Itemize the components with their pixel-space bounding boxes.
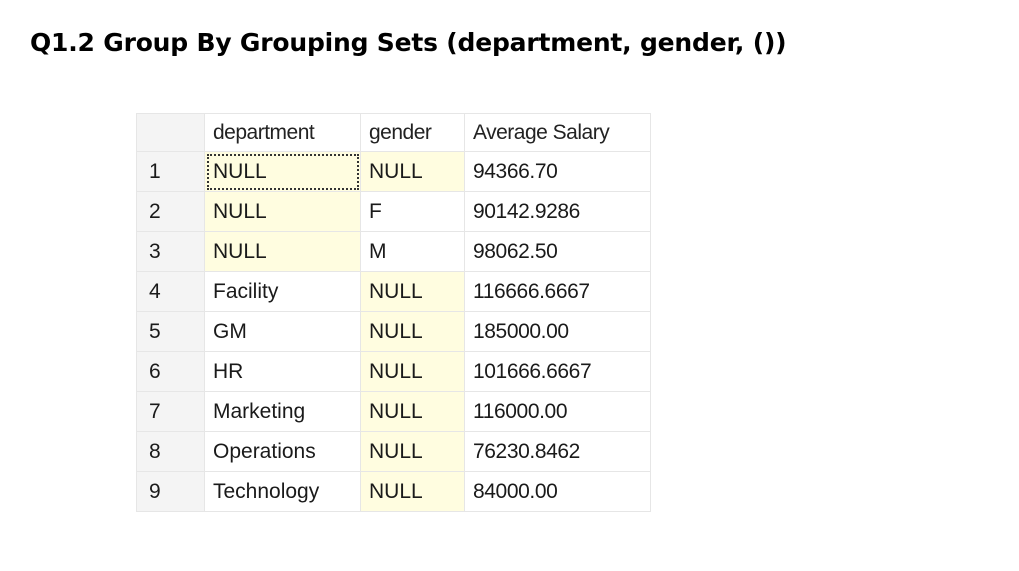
department-cell[interactable]: NULL: [204, 231, 361, 272]
gender-cell[interactable]: NULL: [360, 151, 465, 192]
department-cell[interactable]: NULL: [204, 151, 361, 192]
column-header-gender[interactable]: gender: [360, 113, 465, 152]
department-cell[interactable]: Technology: [204, 471, 361, 512]
table-row: 8 Operations NULL 76230.8462: [136, 431, 651, 472]
table-row: 7 Marketing NULL 116000.00: [136, 391, 651, 432]
average-salary-cell[interactable]: 76230.8462: [464, 431, 651, 472]
average-salary-cell[interactable]: 84000.00: [464, 471, 651, 512]
table-row: 1 NULL NULL 94366.70: [136, 151, 651, 192]
average-salary-cell[interactable]: 94366.70: [464, 151, 651, 192]
results-grid: department gender Average Salary 1 NULL …: [136, 113, 651, 512]
gender-cell[interactable]: NULL: [360, 311, 465, 352]
gender-cell[interactable]: NULL: [360, 471, 465, 512]
average-salary-cell[interactable]: 116666.6667: [464, 271, 651, 312]
average-salary-cell[interactable]: 90142.9286: [464, 191, 651, 232]
row-number[interactable]: 3: [136, 231, 205, 272]
department-cell[interactable]: HR: [204, 351, 361, 392]
table-row: 3 NULL M 98062.50: [136, 231, 651, 272]
department-cell[interactable]: GM: [204, 311, 361, 352]
table-row: 4 Facility NULL 116666.6667: [136, 271, 651, 312]
row-number[interactable]: 9: [136, 471, 205, 512]
gender-cell[interactable]: F: [360, 191, 465, 232]
table-row: 2 NULL F 90142.9286: [136, 191, 651, 232]
column-header-department[interactable]: department: [204, 113, 361, 152]
row-number[interactable]: 6: [136, 351, 205, 392]
gender-cell[interactable]: NULL: [360, 431, 465, 472]
department-cell[interactable]: NULL: [204, 191, 361, 232]
header-row: department gender Average Salary: [136, 113, 651, 152]
grid-corner[interactable]: [136, 113, 205, 152]
row-number[interactable]: 7: [136, 391, 205, 432]
table-row: 6 HR NULL 101666.6667: [136, 351, 651, 392]
department-cell[interactable]: Marketing: [204, 391, 361, 432]
average-salary-cell[interactable]: 101666.6667: [464, 351, 651, 392]
column-header-average-salary[interactable]: Average Salary: [464, 113, 651, 152]
row-number[interactable]: 1: [136, 151, 205, 192]
table-row: 5 GM NULL 185000.00: [136, 311, 651, 352]
gender-cell[interactable]: NULL: [360, 351, 465, 392]
table-row: 9 Technology NULL 84000.00: [136, 471, 651, 512]
average-salary-cell[interactable]: 185000.00: [464, 311, 651, 352]
row-number[interactable]: 2: [136, 191, 205, 232]
department-cell[interactable]: Operations: [204, 431, 361, 472]
average-salary-cell[interactable]: 98062.50: [464, 231, 651, 272]
average-salary-cell[interactable]: 116000.00: [464, 391, 651, 432]
row-number[interactable]: 4: [136, 271, 205, 312]
row-number[interactable]: 8: [136, 431, 205, 472]
row-number[interactable]: 5: [136, 311, 205, 352]
gender-cell[interactable]: NULL: [360, 391, 465, 432]
department-cell[interactable]: Facility: [204, 271, 361, 312]
gender-cell[interactable]: NULL: [360, 271, 465, 312]
gender-cell[interactable]: M: [360, 231, 465, 272]
slide-title: Q1.2 Group By Grouping Sets (department,…: [30, 28, 787, 57]
